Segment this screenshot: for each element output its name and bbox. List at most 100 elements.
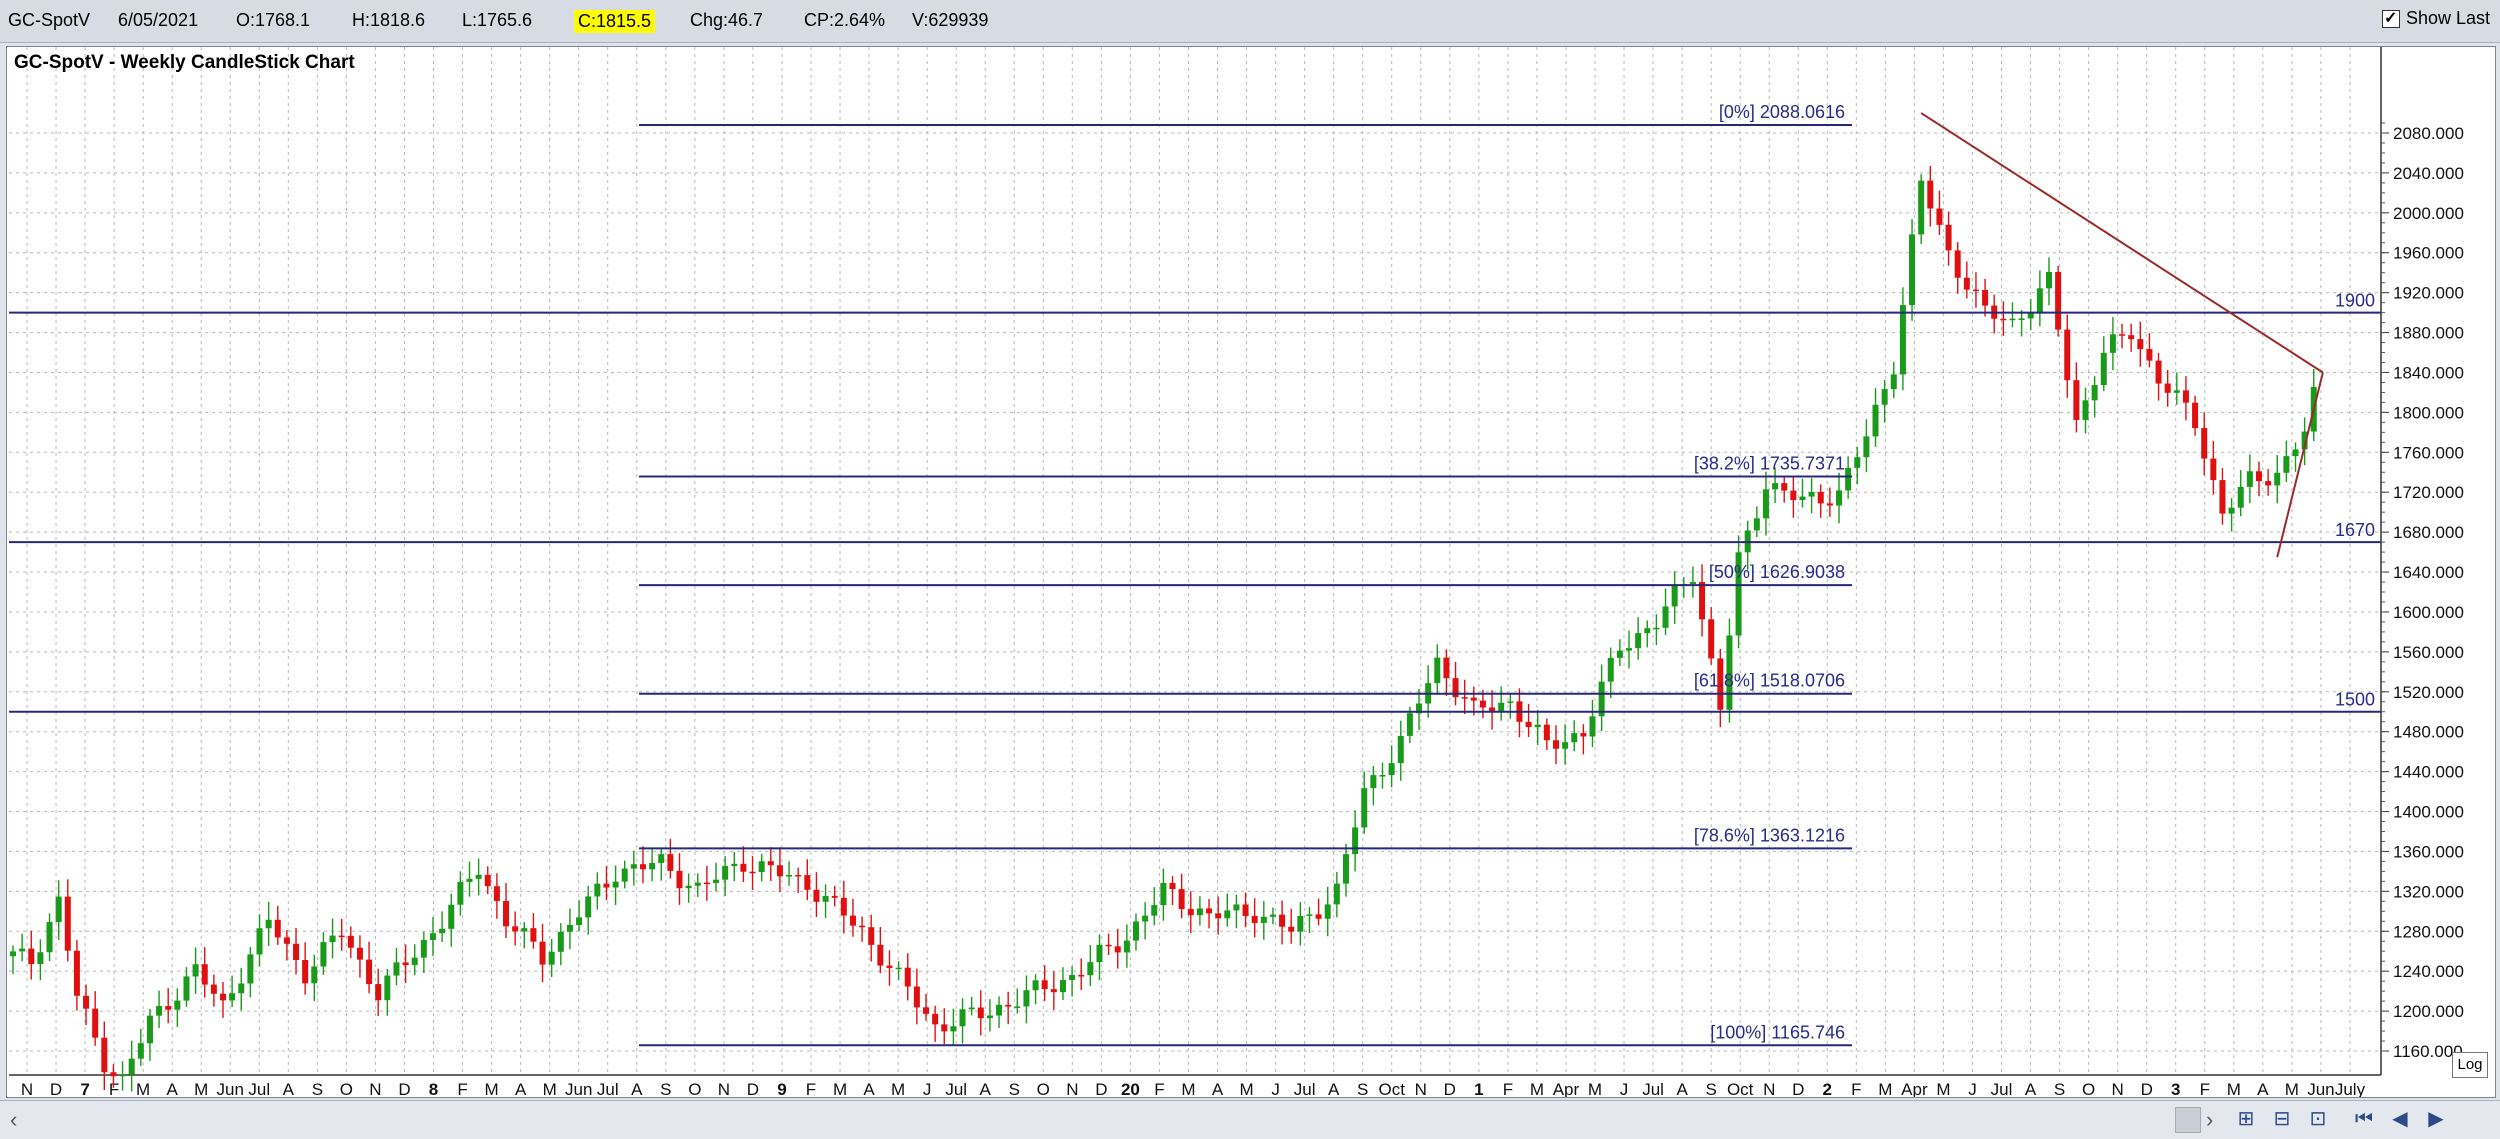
x-tick-label: M — [1936, 1080, 1950, 1097]
x-tick-label: Apr — [1901, 1080, 1928, 1097]
candle-body — [484, 874, 491, 887]
scrollbar-thumb[interactable] — [2175, 1107, 2201, 1133]
candle-body — [1982, 289, 1989, 306]
candle-body — [411, 957, 418, 966]
chart-area[interactable]: 1160.000 1200.000 1240.000 1280.000 1320.000… — [6, 46, 2496, 1098]
high-label: H:1818.6 — [352, 10, 426, 30]
candle-body — [311, 966, 318, 984]
show-last-checkbox[interactable]: Show Last — [2381, 8, 2490, 29]
scroll-right-icon[interactable]: › — [2206, 1107, 2214, 1132]
x-tick-label: F — [1503, 1080, 1513, 1097]
candle-body — [1498, 702, 1505, 712]
x-tick-label: A — [863, 1080, 875, 1097]
candle-body — [1379, 775, 1386, 777]
candle-body — [849, 915, 856, 926]
zoom-in-icon[interactable]: ⊞ — [2237, 1108, 2255, 1130]
candle-body — [1461, 697, 1468, 699]
x-tick-label: Jul — [597, 1080, 619, 1097]
x-tick-label: F — [806, 1080, 816, 1097]
candle-body — [2091, 385, 2098, 401]
x-tick-label: A — [1212, 1080, 1224, 1097]
candle-body — [210, 984, 217, 994]
candle-body — [1032, 980, 1039, 991]
candle-body — [302, 959, 309, 984]
candle-body — [1096, 944, 1103, 963]
candle-body — [1808, 491, 1815, 497]
candle-body — [448, 904, 455, 929]
volume-label: V:629939 — [912, 10, 989, 30]
candle-body — [795, 875, 802, 877]
x-tick-label: M — [136, 1080, 150, 1097]
first-icon[interactable]: ⏮ — [2355, 1108, 2373, 1130]
candle-body — [1269, 914, 1276, 917]
candle-body — [1525, 721, 1532, 728]
x-tick-label: D — [747, 1080, 759, 1097]
y-axis: 1160.000 1200.000 1240.000 1280.000 1320.000… — [2381, 122, 2464, 1061]
show-last-label: Show Last — [2405, 8, 2490, 28]
x-tick-label: J — [923, 1080, 932, 1097]
candle-body — [1489, 707, 1496, 712]
candle-body — [1306, 914, 1313, 916]
candle-body — [1178, 889, 1185, 910]
candle-body — [1881, 389, 1888, 405]
trendline — [2276, 372, 2324, 558]
candle-body — [1196, 908, 1203, 916]
x-tick-label: Jun — [565, 1080, 592, 1097]
candle-body — [548, 951, 555, 965]
candle-body — [457, 881, 464, 905]
candle-body — [804, 875, 811, 890]
candle-body — [996, 1004, 1003, 1016]
x-tick-label: M — [2285, 1080, 2299, 1097]
candle-body — [503, 900, 510, 927]
next-icon[interactable]: ▶ — [2428, 1108, 2444, 1130]
scroll-left-icon[interactable]: ‹ — [10, 1107, 18, 1132]
candle-body — [2237, 486, 2244, 508]
prev-icon[interactable]: ◀ — [2392, 1108, 2408, 1130]
candle-body — [1708, 619, 1715, 659]
candle-body — [813, 889, 820, 902]
log-scale-button[interactable]: Log — [2452, 1052, 2488, 1078]
x-tick-label: S — [2054, 1080, 2065, 1097]
candle-body — [1616, 650, 1623, 658]
candle-body — [1589, 716, 1596, 737]
candle-body — [28, 948, 35, 965]
chart-title: GC-SpotV - Weekly CandleStick Chart — [14, 52, 355, 73]
candle-body — [685, 885, 692, 889]
candle-body — [46, 922, 53, 953]
x-tick-label: J — [1271, 1080, 1280, 1097]
candle-body — [639, 864, 646, 870]
candle-body — [1562, 742, 1569, 749]
checkbox-checked-icon[interactable] — [2381, 8, 2400, 28]
candle-body — [384, 975, 391, 1001]
x-tick-label: 20 — [1121, 1080, 1140, 1097]
y-tick-label: 1720.000 — [2393, 483, 2464, 502]
candle-body — [73, 950, 80, 996]
candle-body — [1151, 905, 1158, 916]
candle-body — [722, 865, 729, 880]
x-tick-label: Apr — [1553, 1080, 1580, 1097]
candle-body — [201, 964, 208, 985]
y-tick-label: 2000.000 — [2393, 204, 2464, 223]
zoom-out-icon[interactable]: ⊟ — [2273, 1108, 2291, 1130]
fit-icon[interactable]: ⊡ — [2309, 1108, 2327, 1130]
candle-body — [2201, 428, 2208, 459]
y-tick-label: 1480.000 — [2393, 723, 2464, 742]
candle-body — [576, 917, 583, 925]
candlestick-chart[interactable]: 1160.000 1200.000 1240.000 1280.000 1320.000… — [7, 47, 2495, 1097]
candle-body — [886, 965, 893, 968]
candle-body — [2265, 481, 2272, 486]
candle-body — [2246, 471, 2253, 487]
candles — [10, 165, 2317, 1092]
candle-body — [2027, 312, 2034, 319]
candle-body — [1552, 740, 1559, 749]
candle-body — [986, 1015, 993, 1019]
candle-body — [1297, 915, 1304, 932]
y-tick-label: 1520.000 — [2393, 683, 2464, 702]
candle-body — [1909, 234, 1916, 306]
candle-body — [2155, 360, 2162, 384]
x-tick-label: M — [1878, 1080, 1892, 1097]
candle-body — [2137, 339, 2144, 350]
candle-body — [1370, 775, 1377, 789]
candle-body — [1507, 701, 1514, 703]
x-tick-label: M — [2227, 1080, 2241, 1097]
